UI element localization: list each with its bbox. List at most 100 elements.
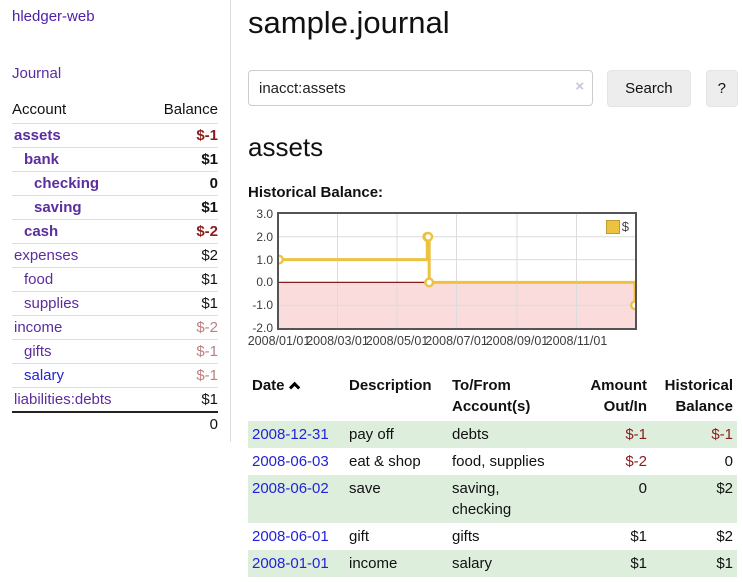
header-date-label: Date <box>252 377 285 394</box>
transaction-balance: $-1 <box>711 426 733 443</box>
account-heading: assets <box>248 132 324 162</box>
table-row: 2008-01-01 income salary $1 $1 <box>248 550 737 577</box>
x-axis-label: 2008/03/01 <box>306 334 369 348</box>
account-balance: $1 <box>145 195 218 220</box>
transaction-date-link[interactable]: 2008-01-01 <box>252 555 329 572</box>
transaction-amount: $1 <box>630 555 647 572</box>
transaction-amount: 0 <box>638 480 647 497</box>
register-table: Date Description To/From Account(s) Amou… <box>248 373 737 577</box>
y-axis-label: 3.0 <box>256 207 273 221</box>
sidebar-item-journal[interactable]: Journal <box>12 65 62 82</box>
register-header-accounts: To/From Account(s) <box>448 373 565 421</box>
accounts-header-account: Account <box>12 101 67 118</box>
transaction-accounts: salary <box>452 555 493 572</box>
chart-plot-area[interactable]: $ <box>277 212 637 330</box>
historical-balance-chart: $ 3.0 2.0 1.0 0.0 -1.0 -2.0 2008/01/01 2008/03… <box>247 207 678 352</box>
x-axis-label: 2008/09/01 <box>485 334 549 348</box>
y-axis-label: -1.0 <box>252 298 273 313</box>
chart-legend: $ <box>603 218 631 235</box>
search-form: × Search ? <box>248 70 738 107</box>
header-description-label: Description <box>349 377 432 394</box>
account-balance: $2 <box>145 243 218 268</box>
balance-line-chart <box>279 214 635 328</box>
account-link[interactable]: bank <box>24 151 60 168</box>
transaction-date-link[interactable]: 2008-06-02 <box>252 480 329 497</box>
transaction-description: eat & shop <box>349 453 421 470</box>
accounts-table: Account Balance assets $-1 bank $1 check… <box>12 97 218 436</box>
account-row: salary $-1 <box>12 363 218 388</box>
search-button[interactable]: Search <box>607 70 691 107</box>
transaction-amount: $1 <box>630 528 647 545</box>
transaction-date-link[interactable]: 2008-06-01 <box>252 528 329 545</box>
page-title: sample.journal <box>248 5 450 40</box>
account-link[interactable]: income <box>14 319 63 336</box>
account-balance: $1 <box>145 291 218 316</box>
account-link[interactable]: liabilities:debts <box>14 391 112 408</box>
header-balance-line2: Balance <box>675 398 733 415</box>
account-balance: $-1 <box>145 339 218 364</box>
app-title-link[interactable]: hledger-web <box>12 8 95 25</box>
register-header-date[interactable]: Date <box>248 373 345 421</box>
main-content: sample.journal × Search ? assets Histori… <box>248 0 738 577</box>
accounts-total-value: 0 <box>145 411 218 436</box>
x-axis-label: 2008/05/01 <box>365 334 429 348</box>
account-link[interactable]: salary <box>24 367 65 384</box>
legend-label: $ <box>621 219 629 234</box>
account-row: bank $1 <box>12 147 218 172</box>
clear-search-icon[interactable]: × <box>575 78 585 95</box>
account-link[interactable]: assets <box>14 127 61 144</box>
y-axis-label: 2.0 <box>256 229 273 244</box>
transaction-description: income <box>349 555 398 572</box>
x-axis-label: 2008/11/01 <box>545 334 608 348</box>
account-link[interactable]: saving <box>34 199 82 216</box>
y-axis-label: -2.0 <box>252 321 273 335</box>
data-point-marker <box>279 254 284 265</box>
account-link[interactable]: gifts <box>24 343 52 360</box>
table-row: 2008-06-02 save saving, checking 0 $2 <box>248 475 737 523</box>
transaction-accounts: food, supplies <box>452 453 545 470</box>
account-link[interactable]: food <box>24 271 54 288</box>
account-row: liabilities:debts $1 <box>12 387 218 412</box>
transaction-amount: $-2 <box>625 453 647 470</box>
help-button[interactable]: ? <box>705 70 738 107</box>
transaction-date-link[interactable]: 2008-06-03 <box>252 453 329 470</box>
header-accounts-line2: Account(s) <box>452 398 531 415</box>
table-row: 2008-12-31 pay off debts $-1 $-1 <box>248 421 737 448</box>
y-axis-label: 1.0 <box>256 252 273 267</box>
account-balance: $-2 <box>145 219 218 244</box>
header-amount-line2: Out/In <box>603 398 647 415</box>
account-balance: 0 <box>145 171 218 196</box>
transaction-balance: $2 <box>716 528 733 545</box>
account-row: gifts $-1 <box>12 339 218 364</box>
data-point-marker <box>424 277 435 288</box>
data-point-marker <box>630 300 635 311</box>
account-row: food $1 <box>12 267 218 292</box>
register-header-amount: Amount Out/In <box>565 373 651 421</box>
transaction-date-link[interactable]: 2008-12-31 <box>252 426 329 443</box>
account-row: assets $-1 <box>12 123 218 148</box>
transaction-accounts: debts <box>452 426 489 443</box>
transaction-balance: $1 <box>716 555 733 572</box>
sidebar: hledger-web Journal Account Balance asse… <box>0 0 231 442</box>
transaction-balance: 0 <box>724 453 733 470</box>
search-input[interactable] <box>248 70 594 106</box>
account-link[interactable]: cash <box>24 223 59 240</box>
account-balance: $-2 <box>145 315 218 340</box>
account-row: saving $1 <box>12 195 218 220</box>
transaction-description: pay off <box>349 426 394 443</box>
transaction-amount: $-1 <box>625 426 647 443</box>
header-balance-line1: Historical <box>664 377 733 394</box>
account-link[interactable]: checking <box>34 175 100 192</box>
x-axis-label: 2008/07/01 <box>425 334 488 348</box>
account-row: supplies $1 <box>12 291 218 316</box>
account-link[interactable]: supplies <box>24 295 80 312</box>
account-link[interactable]: expenses <box>14 247 79 264</box>
y-axis-label: 0.0 <box>256 275 273 290</box>
register-header-description: Description <box>345 373 448 421</box>
table-row: 2008-06-01 gift gifts $1 $2 <box>248 523 737 550</box>
account-balance: $-1 <box>145 363 218 388</box>
account-balance: $1 <box>145 387 218 412</box>
transaction-accounts: gifts <box>452 528 480 545</box>
x-axis-label: 2008/01/01 <box>247 334 311 348</box>
legend-swatch-icon <box>605 219 620 234</box>
